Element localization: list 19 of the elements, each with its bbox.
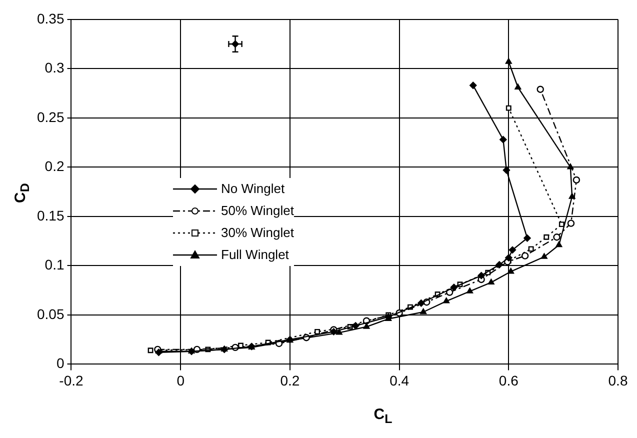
- x-tick-label: 0: [176, 372, 185, 388]
- x-axis-title: C$_{L}$: [372, 406, 394, 426]
- y-tick-label: 0.1: [44, 256, 64, 273]
- x-tick-label: 0.2: [280, 372, 300, 388]
- legend-label: 50% Winglet: [221, 202, 294, 220]
- x-tick-label: -0.2: [59, 372, 84, 388]
- y-tick-label: 0.25: [37, 108, 64, 125]
- x-tick-label: 0.6: [498, 372, 519, 388]
- y-tick-label: 0: [56, 355, 64, 372]
- y-tick-label: 0.3: [44, 60, 64, 76]
- x-tick-label: 0.8: [608, 372, 628, 388]
- y-tick-label: 0.05: [37, 306, 64, 322]
- y-tick-label: 0.35: [37, 10, 64, 26]
- y-tick-label: 0.15: [37, 207, 64, 224]
- legend-label: Full Winglet: [221, 246, 289, 264]
- legend-label: 30% Winglet: [221, 224, 294, 242]
- y-tick-label: 0.2: [44, 158, 64, 174]
- x-tick-label: 0.4: [390, 372, 410, 388]
- legend-label: No Winglet: [221, 180, 285, 198]
